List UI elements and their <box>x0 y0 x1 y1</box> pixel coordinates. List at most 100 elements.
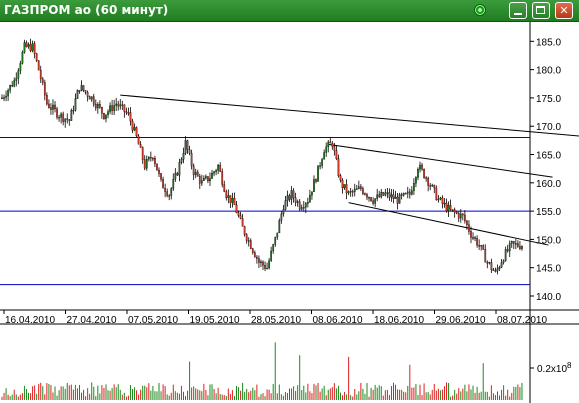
candle-body <box>129 112 132 122</box>
y-tick-label: 160.0 <box>536 179 561 190</box>
candle-body <box>315 179 317 182</box>
candle-body <box>154 158 156 164</box>
candle-body <box>258 258 260 263</box>
candle-body <box>504 249 507 261</box>
candle-body <box>284 200 287 210</box>
candle-body <box>482 245 485 250</box>
candle-body <box>286 195 289 201</box>
candle-body <box>156 163 158 171</box>
candle-body <box>347 191 350 194</box>
candle-body <box>137 135 140 145</box>
candle-body <box>45 94 48 105</box>
candle-body <box>362 188 364 194</box>
candle-body <box>486 262 489 264</box>
candle-body <box>396 196 399 204</box>
candle-body <box>145 159 148 169</box>
candle-body <box>294 197 297 203</box>
candle-body <box>333 146 336 151</box>
candle-body <box>25 42 28 47</box>
candle-body <box>410 190 413 195</box>
candle-body <box>29 44 32 51</box>
minimize-button[interactable] <box>509 2 527 19</box>
candle-body <box>323 152 326 160</box>
candle-body <box>90 96 93 100</box>
candle-body <box>510 241 513 244</box>
candle-body <box>39 69 42 80</box>
candle-body <box>111 105 113 111</box>
candle-body <box>351 191 354 193</box>
candle-body <box>490 262 493 270</box>
candle-body <box>445 202 448 212</box>
candle-body <box>109 105 111 112</box>
candle-body <box>461 213 464 216</box>
candle-body <box>205 176 207 179</box>
candle-body <box>470 231 472 238</box>
candle-body <box>339 175 342 181</box>
candle-body <box>92 96 95 105</box>
candle-body <box>343 184 346 189</box>
candle-body <box>455 212 458 214</box>
candle-body <box>331 142 334 147</box>
candle-body <box>245 234 248 241</box>
candle-body <box>313 179 315 192</box>
candle-body <box>382 192 385 196</box>
candle-body <box>290 190 293 200</box>
candle-body <box>417 169 419 178</box>
candle-body <box>58 117 60 119</box>
candle-body <box>400 194 403 196</box>
candle-body <box>200 180 203 184</box>
candle-body <box>517 243 519 247</box>
candle-body <box>180 159 183 163</box>
candle-body <box>23 42 26 53</box>
candle-body <box>496 268 499 272</box>
minimize-icon <box>514 13 522 15</box>
candle-body <box>231 197 234 203</box>
candle-body <box>451 209 454 211</box>
close-button[interactable]: ✕ <box>555 2 573 19</box>
candle-body <box>500 262 503 268</box>
y-tick-label: 170.0 <box>536 122 561 133</box>
window-title: ГАЗПРОМ ао (60 минут) <box>4 3 169 17</box>
candle-body <box>282 209 285 215</box>
candle-body <box>103 113 105 119</box>
candle-body <box>48 103 50 108</box>
y-tick-label: 165.0 <box>536 151 561 162</box>
volume-y-tick-exponent: 8 <box>567 361 572 370</box>
candle-body <box>325 146 328 153</box>
maximize-button[interactable] <box>532 2 550 19</box>
candle-body <box>211 173 213 179</box>
candle-body <box>288 195 291 200</box>
candle-body <box>107 111 109 115</box>
candle-body <box>7 90 9 97</box>
candle-body <box>37 60 40 71</box>
candle-body <box>408 191 411 195</box>
candle-body <box>431 184 434 187</box>
candle-body <box>437 198 440 201</box>
candle-body <box>280 213 283 221</box>
candle-body <box>172 179 175 189</box>
candle-body <box>266 267 268 270</box>
candle-body <box>380 192 383 198</box>
candle-body <box>390 194 393 198</box>
candle-body <box>96 104 99 109</box>
candle-body <box>345 184 348 194</box>
candle-body <box>56 108 58 118</box>
candle-body <box>209 178 211 182</box>
candle-body <box>121 104 124 106</box>
candle-body <box>80 85 83 91</box>
candle-body <box>429 185 432 187</box>
candle-body <box>88 96 91 100</box>
candle-body <box>203 177 205 181</box>
x-tick-label: 29.06.2010 <box>436 315 486 326</box>
candle-body <box>125 111 128 113</box>
candle-body <box>376 194 379 199</box>
candle-body <box>392 194 395 199</box>
candle-body <box>82 85 85 91</box>
candle-body <box>415 177 417 184</box>
price-chart[interactable]: 140.0 145.0 150.0 155.0 160.0 165.0 170.0 175.0… <box>0 22 579 403</box>
candle-body <box>190 153 193 167</box>
candle-body <box>508 243 511 252</box>
candle-body <box>386 192 389 194</box>
candle-body <box>54 104 56 110</box>
candle-body <box>519 246 521 249</box>
